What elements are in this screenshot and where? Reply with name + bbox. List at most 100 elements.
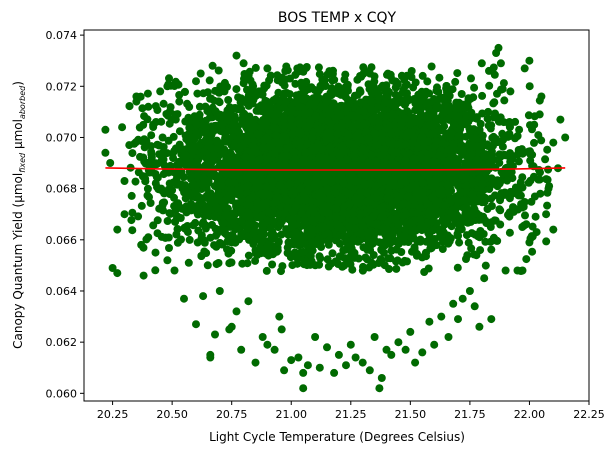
data-point	[487, 245, 496, 254]
data-point	[273, 246, 282, 255]
data-point	[485, 81, 494, 90]
data-point	[530, 112, 539, 121]
data-point	[151, 266, 160, 275]
data-point	[183, 228, 192, 236]
data-point	[162, 110, 171, 118]
data-point	[464, 238, 473, 247]
data-point	[520, 198, 529, 206]
data-point	[496, 206, 505, 215]
data-point	[392, 264, 401, 273]
data-point	[354, 254, 363, 263]
data-point	[530, 192, 539, 201]
data-point	[328, 76, 337, 85]
data-point	[173, 110, 182, 119]
data-point	[526, 176, 535, 185]
data-point	[131, 177, 140, 186]
data-point	[475, 125, 484, 134]
chart-title: BOS TEMP x CQY	[278, 10, 397, 26]
data-point	[127, 191, 136, 200]
data-point	[531, 212, 540, 221]
data-point	[159, 99, 168, 108]
data-point	[185, 235, 194, 244]
data-point	[203, 261, 212, 270]
data-point	[266, 71, 275, 80]
data-point	[166, 103, 175, 112]
data-point	[277, 230, 286, 239]
data-point	[244, 251, 253, 260]
points-layer	[101, 43, 570, 393]
data-point	[432, 104, 441, 113]
data-point	[203, 88, 212, 97]
data-point	[324, 262, 333, 271]
data-point	[398, 88, 407, 97]
data-point	[515, 125, 524, 134]
data-point	[467, 74, 475, 83]
data-point	[416, 235, 425, 244]
data-point	[171, 77, 180, 86]
data-point	[397, 248, 406, 256]
data-point	[499, 135, 508, 144]
data-point	[341, 70, 350, 79]
data-point	[543, 145, 552, 154]
data-point	[166, 209, 175, 218]
data-point	[500, 188, 509, 197]
data-point	[416, 216, 425, 225]
data-point	[505, 228, 514, 237]
data-point	[423, 77, 432, 86]
data-point	[323, 255, 332, 264]
data-point	[418, 71, 427, 80]
data-point	[338, 262, 347, 271]
data-point	[511, 117, 520, 126]
data-point	[179, 173, 188, 182]
data-point	[394, 240, 403, 248]
data-point	[165, 244, 173, 252]
data-point	[466, 94, 475, 103]
data-point	[214, 66, 223, 75]
data-point	[478, 91, 487, 100]
data-point	[427, 62, 436, 71]
data-point	[420, 268, 429, 276]
data-point	[177, 235, 185, 244]
data-point	[500, 96, 509, 105]
data-point	[438, 225, 447, 234]
data-point	[291, 70, 300, 79]
data-point	[530, 138, 538, 147]
data-point	[151, 160, 160, 169]
data-point	[307, 83, 316, 92]
data-point	[193, 89, 202, 98]
data-point	[455, 238, 464, 247]
data-point	[169, 132, 178, 141]
data-point	[128, 149, 137, 158]
data-point	[521, 211, 529, 220]
data-point	[409, 234, 418, 243]
data-point	[153, 106, 162, 114]
data-point	[481, 261, 490, 270]
data-point	[257, 244, 265, 252]
data-point	[214, 259, 223, 267]
data-point	[280, 81, 289, 90]
data-point	[462, 231, 471, 240]
data-point	[140, 135, 149, 144]
data-point	[495, 158, 504, 167]
data-point	[514, 157, 523, 166]
data-point	[399, 217, 408, 226]
data-point	[140, 143, 149, 152]
data-point	[157, 117, 166, 126]
data-point	[285, 90, 294, 99]
data-point	[306, 252, 315, 261]
data-point	[137, 201, 146, 210]
data-point	[472, 113, 481, 122]
data-point	[476, 246, 485, 255]
data-point	[147, 147, 156, 156]
data-point	[175, 127, 184, 136]
data-point	[392, 257, 400, 266]
data-point	[457, 90, 466, 98]
data-point	[134, 212, 143, 221]
data-point	[505, 130, 514, 138]
data-point	[128, 226, 137, 235]
data-point	[528, 247, 537, 256]
data-point	[224, 96, 233, 104]
data-point	[543, 201, 552, 210]
data-point	[542, 237, 551, 246]
